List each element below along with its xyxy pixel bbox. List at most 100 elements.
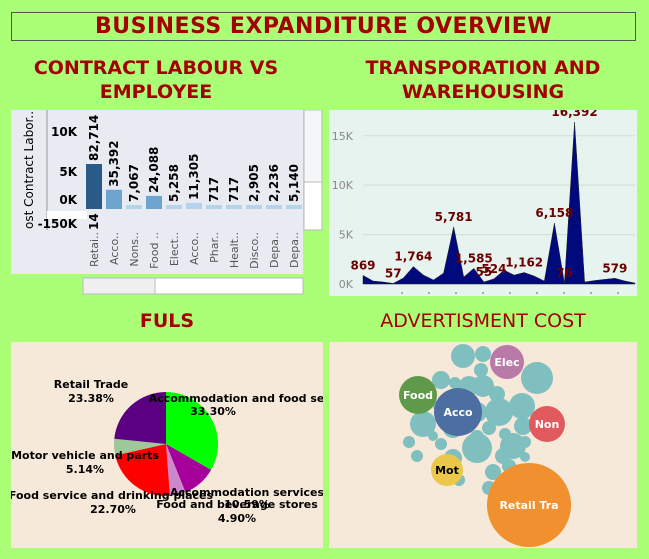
bar[interactable] xyxy=(266,205,282,209)
bar-value-label: 717 xyxy=(207,177,221,202)
bubble[interactable] xyxy=(514,417,532,435)
bar[interactable] xyxy=(206,205,222,209)
bubble-labeled[interactable] xyxy=(434,388,482,436)
area-data-label: 1,585 xyxy=(455,251,493,265)
fuls-title: FULS xyxy=(139,310,195,332)
bar-value-label: 5,258 xyxy=(167,164,181,202)
area-data-label: 6,158 xyxy=(535,206,573,220)
bubble[interactable] xyxy=(485,464,501,480)
bar-ytick-label: 5K xyxy=(59,165,77,179)
transport-plot-bg xyxy=(329,110,637,296)
transport-title-line1: TRANSPORATION AND xyxy=(365,57,601,79)
bubble[interactable] xyxy=(451,344,475,368)
bubble[interactable] xyxy=(521,362,553,394)
bubble[interactable] xyxy=(475,346,491,362)
bubble-label: Retail Tra xyxy=(499,499,558,512)
transport-title: TRANSPORATION AND WAREHOUSING xyxy=(329,56,637,104)
pie-label: Accommodation and food services xyxy=(149,392,323,405)
bar[interactable] xyxy=(146,195,162,209)
bubble-labeled[interactable] xyxy=(490,345,524,379)
pie-label: Accommodation services xyxy=(170,486,323,499)
bar[interactable] xyxy=(246,205,262,209)
bubble-labeled[interactable] xyxy=(399,376,437,414)
pie-slice[interactable] xyxy=(166,392,218,470)
bubble-label: Non xyxy=(535,418,560,431)
bubble[interactable] xyxy=(403,436,415,448)
bubble-label: Elec xyxy=(494,356,519,369)
contract-title: CONTRACT LABOUR VS EMPLOYEE xyxy=(0,56,312,104)
area-ytick-label: 0K xyxy=(339,278,354,291)
bar-category-label: Acco.. xyxy=(188,232,201,265)
bubble[interactable] xyxy=(482,421,496,435)
bar-category-label: Retai.. xyxy=(88,232,101,267)
bar[interactable] xyxy=(186,202,202,209)
pie-slice[interactable] xyxy=(166,444,186,496)
bubble[interactable] xyxy=(428,431,438,441)
pie-pct-label: 10.59% xyxy=(224,498,270,511)
pie-pct-label: 22.70% xyxy=(90,503,136,516)
area-data-label: 524 xyxy=(481,262,506,276)
bubble[interactable] xyxy=(410,411,436,437)
bubble[interactable] xyxy=(462,433,492,463)
bar[interactable] xyxy=(286,205,302,209)
bar-category-label: Food .. xyxy=(148,232,161,269)
bar-category-label: Nons.. xyxy=(128,232,141,267)
bubble[interactable] xyxy=(449,377,461,389)
bubble[interactable] xyxy=(489,386,505,402)
bar-value-label: 11,305 xyxy=(187,154,201,200)
pie-pct-label: 33.30% xyxy=(190,405,236,418)
bar-category-label: Acco.. xyxy=(108,232,121,265)
bubble[interactable] xyxy=(472,375,494,397)
chart-hscroll-thumb[interactable] xyxy=(82,277,156,295)
chart-scrollbar-top[interactable] xyxy=(303,110,323,183)
bubble-labeled[interactable] xyxy=(487,463,571,547)
pie-slice[interactable] xyxy=(114,392,166,444)
pie-label: Food and beverage stores xyxy=(156,498,318,511)
bubble[interactable] xyxy=(499,428,511,440)
bubble-labeled[interactable] xyxy=(431,454,463,486)
pie-slice[interactable] xyxy=(115,444,170,496)
bubble-labeled[interactable] xyxy=(529,406,565,442)
bar-value-label: 2,236 xyxy=(267,164,281,202)
area-data-label: 76 xyxy=(556,266,573,280)
area-data-label: 57 xyxy=(385,266,402,280)
bubble-label: Acco xyxy=(443,406,473,419)
bar-category-label: Disco.. xyxy=(248,232,261,269)
bubble[interactable] xyxy=(432,371,450,389)
bubble[interactable] xyxy=(474,363,488,377)
bar-ylabel: ost Contract Labor.. xyxy=(22,111,36,229)
chart-scrollbar-bottom[interactable] xyxy=(303,181,323,231)
pie-slice[interactable] xyxy=(114,438,166,456)
pie-slice[interactable] xyxy=(166,444,212,493)
bubble[interactable] xyxy=(509,393,535,419)
bubble-label: Mot xyxy=(435,464,459,477)
bar-negative-label: 14 xyxy=(87,213,101,230)
area-data-label: 869 xyxy=(350,258,375,272)
bar-ytick-label: 0K xyxy=(59,193,77,207)
pie-label: Motor vehicle and parts xyxy=(11,449,159,462)
bubble[interactable] xyxy=(435,438,447,450)
bar-value-label: 5,140 xyxy=(287,164,301,202)
bar[interactable] xyxy=(86,164,102,209)
bar-category-label: Elect.. xyxy=(168,232,181,266)
area-data-label: 1,764 xyxy=(394,250,432,264)
bar[interactable] xyxy=(166,205,182,209)
bubble[interactable] xyxy=(485,398,513,426)
contract-labour-chart: ost Contract Labor.. 10K 5K 0K -150K 82,714 Re… xyxy=(11,110,323,295)
bar[interactable] xyxy=(126,205,142,209)
bar-value-label: 24,088 xyxy=(147,147,161,193)
area-ytick-label: 10K xyxy=(332,179,354,192)
transport-title-line2: WAREHOUSING xyxy=(401,81,565,103)
area-series[interactable] xyxy=(362,121,636,285)
bar-value-label: 2,905 xyxy=(247,164,261,202)
bubble[interactable] xyxy=(411,450,423,462)
area-ytick-label: 15K xyxy=(332,130,354,143)
bar-value-label: 7,067 xyxy=(127,164,141,202)
bar-category-label: Depa.. xyxy=(268,232,281,268)
bar[interactable] xyxy=(106,189,122,209)
bar[interactable] xyxy=(226,205,242,209)
advert-title: ADVERTISMENT COST xyxy=(380,310,586,332)
bubble[interactable] xyxy=(520,452,530,462)
bubble[interactable] xyxy=(519,436,531,448)
area-data-label: 579 xyxy=(602,261,627,275)
